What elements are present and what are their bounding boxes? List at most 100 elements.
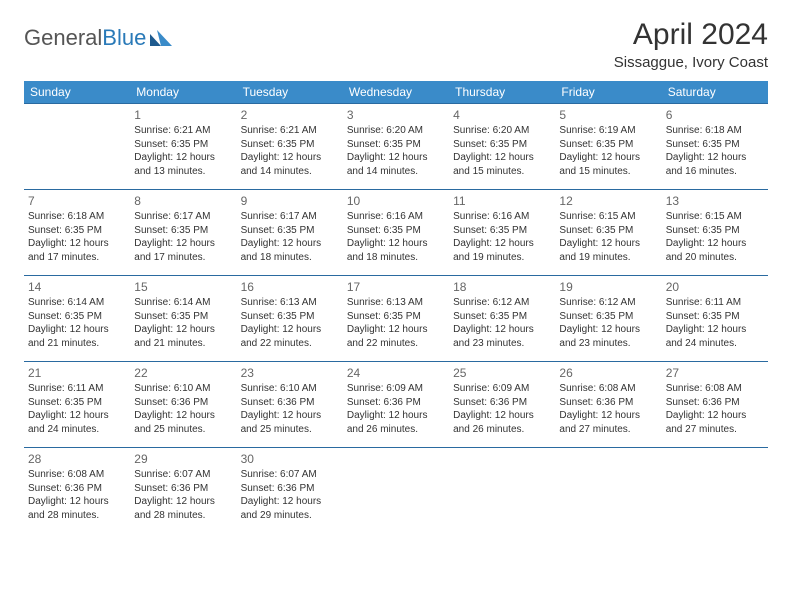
day-number: 3 [347,107,445,123]
sunrise-line: Sunrise: 6:21 AM [241,124,339,138]
calendar-day-cell: 24Sunrise: 6:09 AMSunset: 6:36 PMDayligh… [343,362,449,448]
sunset-line: Sunset: 6:36 PM [134,482,232,496]
sunset-line: Sunset: 6:35 PM [241,138,339,152]
daylight-line: Daylight: 12 hours and 17 minutes. [134,237,232,264]
day-number: 17 [347,279,445,295]
daylight-line: Daylight: 12 hours and 18 minutes. [241,237,339,264]
day-number: 18 [453,279,551,295]
calendar-day-cell: 28Sunrise: 6:08 AMSunset: 6:36 PMDayligh… [24,448,130,534]
sunrise-line: Sunrise: 6:08 AM [559,382,657,396]
page-title: April 2024 [614,18,768,52]
day-number: 16 [241,279,339,295]
sunrise-line: Sunrise: 6:11 AM [28,382,126,396]
day-number: 29 [134,451,232,467]
day-number: 27 [666,365,764,381]
daylight-line: Daylight: 12 hours and 25 minutes. [241,409,339,436]
sunrise-line: Sunrise: 6:07 AM [134,468,232,482]
sunrise-line: Sunrise: 6:13 AM [347,296,445,310]
sunset-line: Sunset: 6:36 PM [241,482,339,496]
sunset-line: Sunset: 6:35 PM [559,138,657,152]
calendar-header-row: SundayMondayTuesdayWednesdayThursdayFrid… [24,81,768,104]
sunset-line: Sunset: 6:35 PM [134,224,232,238]
daylight-line: Daylight: 12 hours and 24 minutes. [666,323,764,350]
calendar-week-row: 1Sunrise: 6:21 AMSunset: 6:35 PMDaylight… [24,104,768,190]
calendar-day-cell [343,448,449,534]
sunset-line: Sunset: 6:36 PM [28,482,126,496]
calendar-day-cell [662,448,768,534]
daylight-line: Daylight: 12 hours and 15 minutes. [559,151,657,178]
sunset-line: Sunset: 6:36 PM [559,396,657,410]
sunrise-line: Sunrise: 6:14 AM [28,296,126,310]
calendar-table: SundayMondayTuesdayWednesdayThursdayFrid… [24,81,768,534]
calendar-day-cell: 8Sunrise: 6:17 AMSunset: 6:35 PMDaylight… [130,190,236,276]
daylight-line: Daylight: 12 hours and 22 minutes. [347,323,445,350]
sunrise-line: Sunrise: 6:17 AM [134,210,232,224]
calendar-week-row: 21Sunrise: 6:11 AMSunset: 6:35 PMDayligh… [24,362,768,448]
daylight-line: Daylight: 12 hours and 21 minutes. [28,323,126,350]
sunrise-line: Sunrise: 6:09 AM [453,382,551,396]
sunset-line: Sunset: 6:36 PM [666,396,764,410]
daylight-line: Daylight: 12 hours and 20 minutes. [666,237,764,264]
daylight-line: Daylight: 12 hours and 19 minutes. [453,237,551,264]
day-number: 10 [347,193,445,209]
sunset-line: Sunset: 6:36 PM [453,396,551,410]
daylight-line: Daylight: 12 hours and 14 minutes. [347,151,445,178]
sunset-line: Sunset: 6:35 PM [241,224,339,238]
weekday-header: Friday [555,81,661,104]
daylight-line: Daylight: 12 hours and 23 minutes. [559,323,657,350]
sunset-line: Sunset: 6:35 PM [666,138,764,152]
calendar-day-cell: 21Sunrise: 6:11 AMSunset: 6:35 PMDayligh… [24,362,130,448]
calendar-day-cell: 6Sunrise: 6:18 AMSunset: 6:35 PMDaylight… [662,104,768,190]
weekday-header: Monday [130,81,236,104]
sunrise-line: Sunrise: 6:20 AM [453,124,551,138]
day-number: 24 [347,365,445,381]
calendar-day-cell: 10Sunrise: 6:16 AMSunset: 6:35 PMDayligh… [343,190,449,276]
daylight-line: Daylight: 12 hours and 17 minutes. [28,237,126,264]
sunrise-line: Sunrise: 6:13 AM [241,296,339,310]
sunrise-line: Sunrise: 6:07 AM [241,468,339,482]
sunrise-line: Sunrise: 6:19 AM [559,124,657,138]
calendar-day-cell: 1Sunrise: 6:21 AMSunset: 6:35 PMDaylight… [130,104,236,190]
sunrise-line: Sunrise: 6:12 AM [453,296,551,310]
weekday-header: Tuesday [237,81,343,104]
calendar-day-cell: 30Sunrise: 6:07 AMSunset: 6:36 PMDayligh… [237,448,343,534]
calendar-day-cell [24,104,130,190]
calendar-week-row: 7Sunrise: 6:18 AMSunset: 6:35 PMDaylight… [24,190,768,276]
day-number: 9 [241,193,339,209]
sunrise-line: Sunrise: 6:08 AM [666,382,764,396]
day-number: 1 [134,107,232,123]
daylight-line: Daylight: 12 hours and 14 minutes. [241,151,339,178]
sunset-line: Sunset: 6:35 PM [347,138,445,152]
daylight-line: Daylight: 12 hours and 19 minutes. [559,237,657,264]
daylight-line: Daylight: 12 hours and 15 minutes. [453,151,551,178]
calendar-day-cell: 14Sunrise: 6:14 AMSunset: 6:35 PMDayligh… [24,276,130,362]
day-number: 5 [559,107,657,123]
weekday-header: Sunday [24,81,130,104]
daylight-line: Daylight: 12 hours and 24 minutes. [28,409,126,436]
calendar-day-cell: 29Sunrise: 6:07 AMSunset: 6:36 PMDayligh… [130,448,236,534]
day-number: 14 [28,279,126,295]
daylight-line: Daylight: 12 hours and 16 minutes. [666,151,764,178]
sunrise-line: Sunrise: 6:21 AM [134,124,232,138]
calendar-day-cell: 20Sunrise: 6:11 AMSunset: 6:35 PMDayligh… [662,276,768,362]
title-block: April 2024 Sissaggue, Ivory Coast [614,18,768,71]
day-number: 28 [28,451,126,467]
calendar-day-cell: 19Sunrise: 6:12 AMSunset: 6:35 PMDayligh… [555,276,661,362]
calendar-day-cell: 17Sunrise: 6:13 AMSunset: 6:35 PMDayligh… [343,276,449,362]
sunrise-line: Sunrise: 6:10 AM [241,382,339,396]
day-number: 22 [134,365,232,381]
daylight-line: Daylight: 12 hours and 28 minutes. [134,495,232,522]
sunrise-line: Sunrise: 6:11 AM [666,296,764,310]
day-number: 2 [241,107,339,123]
sunrise-line: Sunrise: 6:09 AM [347,382,445,396]
calendar-week-row: 14Sunrise: 6:14 AMSunset: 6:35 PMDayligh… [24,276,768,362]
sunrise-line: Sunrise: 6:15 AM [559,210,657,224]
calendar-day-cell: 18Sunrise: 6:12 AMSunset: 6:35 PMDayligh… [449,276,555,362]
sunset-line: Sunset: 6:35 PM [347,310,445,324]
calendar-day-cell: 3Sunrise: 6:20 AMSunset: 6:35 PMDaylight… [343,104,449,190]
location-subtitle: Sissaggue, Ivory Coast [614,54,768,71]
sunrise-line: Sunrise: 6:18 AM [28,210,126,224]
sunset-line: Sunset: 6:35 PM [559,224,657,238]
sunset-line: Sunset: 6:35 PM [666,224,764,238]
brand-part1: General [24,25,102,51]
